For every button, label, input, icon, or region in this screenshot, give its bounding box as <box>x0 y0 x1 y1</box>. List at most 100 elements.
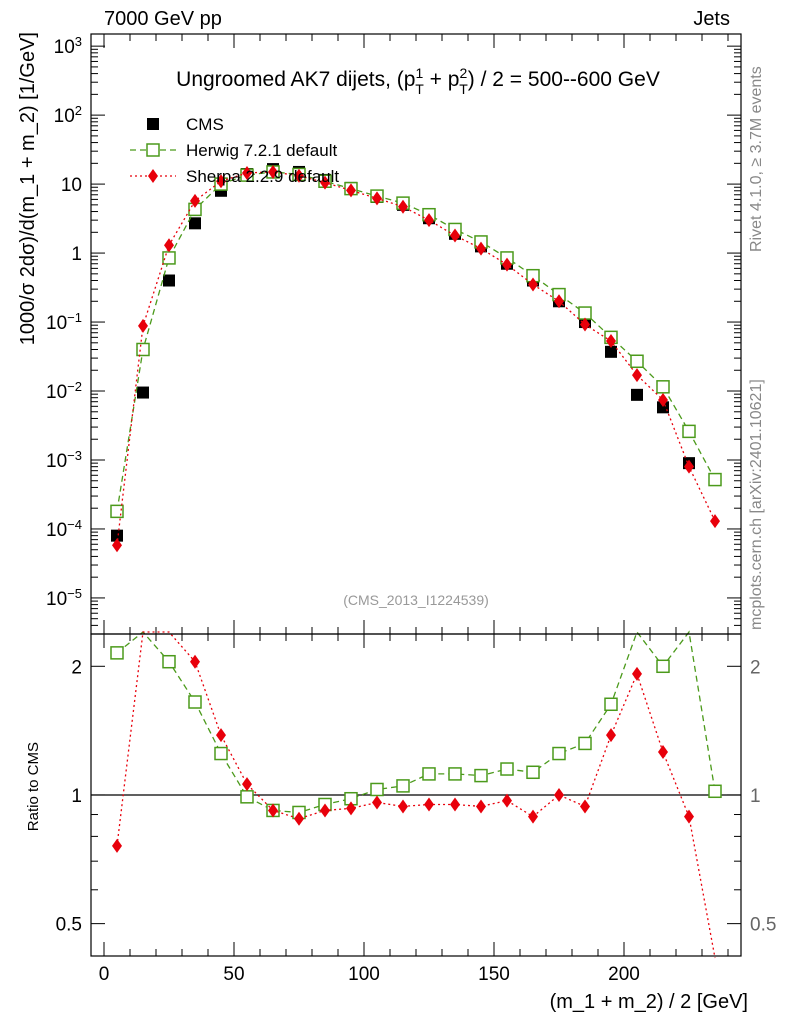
point-herwig <box>448 767 462 781</box>
y-tick-label: 10−4 <box>46 516 82 541</box>
point-sherpa <box>606 334 616 349</box>
point-herwig <box>162 654 176 669</box>
point-sherpa <box>346 183 356 198</box>
point-sherpa <box>268 803 278 818</box>
y-tick-label: 1 <box>71 244 82 265</box>
point-sherpa <box>320 175 330 190</box>
point-cms <box>111 529 123 542</box>
point-herwig <box>370 782 384 797</box>
x-tick-label: 0 <box>99 964 110 985</box>
point-herwig <box>682 424 696 439</box>
legend-marker-sherpa <box>148 169 158 183</box>
point-sherpa <box>450 797 460 812</box>
point-cms <box>657 401 669 414</box>
ratio-y-tick-label: 0.5 <box>56 915 82 936</box>
ratio-y-tick-label-right: 2 <box>750 657 761 678</box>
point-herwig <box>110 646 124 660</box>
y-tick-label: 10−3 <box>46 447 82 472</box>
point-herwig <box>708 784 722 799</box>
point-sherpa <box>164 238 174 253</box>
chart-title: Ungroomed AK7 dijets, (p1 T + p2 T) / 2 = … <box>176 65 660 97</box>
point-sherpa <box>138 318 148 333</box>
point-herwig <box>526 765 540 780</box>
x-tick-label: 200 <box>608 964 640 985</box>
legend-label-herwig: Herwig 7.2.1 default <box>186 141 337 160</box>
point-herwig <box>708 472 722 487</box>
point-herwig <box>656 380 670 394</box>
main-panel <box>110 163 722 553</box>
point-sherpa <box>580 799 590 814</box>
x-axis-label: (m_1 + m_2) / 2 [GeV] <box>550 991 748 1013</box>
point-sherpa <box>320 803 330 818</box>
point-sherpa <box>658 393 668 408</box>
point-cms <box>605 345 617 358</box>
y-axis-label: 1000/σ 2dσ)/d(m_1 + m_2) [1/GeV] <box>17 32 39 345</box>
ratio-y-axis-label: Ratio to CMS <box>25 742 42 831</box>
point-sherpa <box>632 368 642 383</box>
x-tick-label: 100 <box>348 964 380 985</box>
point-sherpa <box>424 213 434 228</box>
point-herwig <box>162 251 176 265</box>
series-line-herwig <box>116 171 716 512</box>
observable-label: Jets <box>693 8 730 30</box>
point-sherpa <box>684 809 694 824</box>
point-herwig <box>578 306 592 320</box>
point-sherpa <box>112 538 122 553</box>
point-sherpa <box>424 797 434 812</box>
point-sherpa <box>398 199 408 214</box>
point-sherpa <box>476 241 486 256</box>
ratio-panel <box>91 630 741 959</box>
point-sherpa <box>242 165 252 180</box>
point-herwig <box>630 354 644 369</box>
point-sherpa <box>658 745 668 760</box>
y-tick-label: 10−5 <box>46 585 82 610</box>
point-sherpa <box>190 193 200 208</box>
x-tick-label: 150 <box>478 964 510 985</box>
point-herwig <box>422 767 436 781</box>
point-sherpa <box>216 174 226 189</box>
y-tick-label: 10−1 <box>46 310 82 335</box>
point-sherpa <box>242 777 252 792</box>
point-herwig <box>214 746 228 761</box>
point-herwig <box>188 695 202 709</box>
point-sherpa <box>372 191 382 206</box>
point-sherpa <box>294 168 304 183</box>
point-sherpa <box>502 257 512 272</box>
y-tick-label: 10 <box>61 175 82 196</box>
analysis-id-label: (CMS_2013_I1224539) <box>343 592 489 608</box>
point-sherpa <box>580 317 590 332</box>
point-sherpa <box>398 799 408 814</box>
point-herwig <box>110 504 124 519</box>
point-herwig <box>578 736 592 751</box>
legend-marker-cms <box>147 118 159 130</box>
point-herwig <box>136 342 150 357</box>
legend-label-sherpa: Sherpa 2.2.9 default <box>186 167 339 186</box>
text-layer: Ungroomed AK7 dijets, (p1 T + p2 T) / 2 = … <box>17 32 776 1013</box>
series-line-sherpa <box>116 171 716 546</box>
point-sherpa <box>346 801 356 816</box>
point-sherpa <box>710 514 720 529</box>
point-sherpa <box>502 793 512 808</box>
point-herwig <box>500 762 514 776</box>
point-sherpa <box>684 459 694 474</box>
legend-marker-herwig <box>146 143 160 157</box>
point-sherpa <box>528 277 538 292</box>
ratio-y-tick-label: 2 <box>71 657 82 678</box>
point-herwig <box>656 659 670 674</box>
ratio-y-tick-label-right: 0.5 <box>750 915 776 936</box>
point-herwig <box>604 697 618 712</box>
point-sherpa <box>294 811 304 826</box>
point-herwig <box>396 779 410 793</box>
x-tick-label: 50 <box>223 964 244 985</box>
y-tick-label: 10−2 <box>46 379 82 404</box>
point-sherpa <box>372 795 382 810</box>
point-herwig <box>474 768 488 783</box>
series-line-sherpa <box>116 631 716 959</box>
point-sherpa <box>632 666 642 681</box>
point-herwig <box>240 790 254 804</box>
series-line-herwig <box>116 630 716 814</box>
point-sherpa <box>190 654 200 669</box>
point-sherpa <box>528 809 538 824</box>
point-sherpa <box>476 799 486 814</box>
collision-label: 7000 GeV pp <box>104 8 222 30</box>
